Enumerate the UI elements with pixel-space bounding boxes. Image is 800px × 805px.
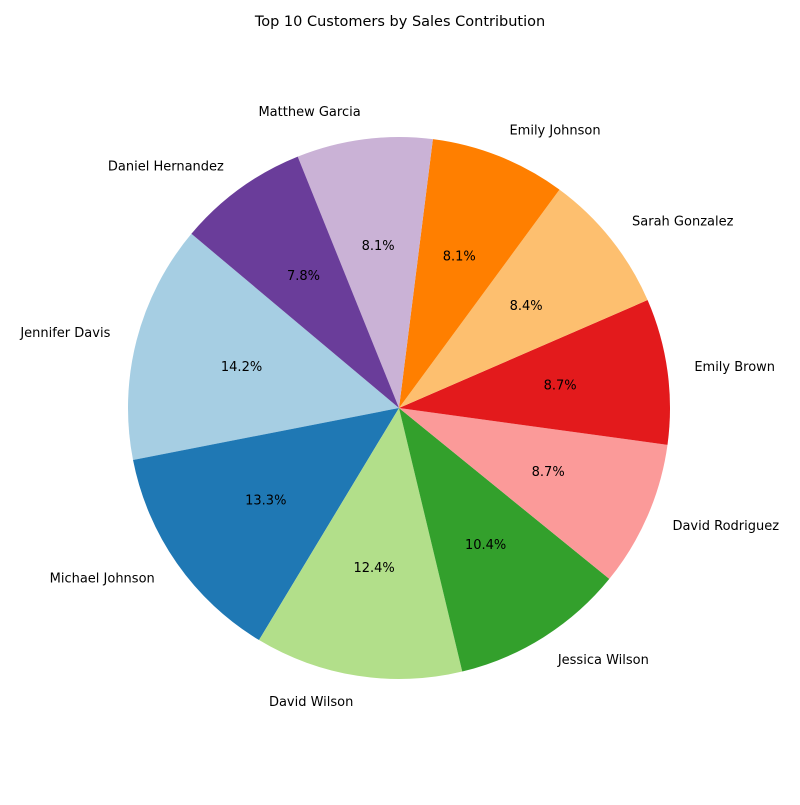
pie-slice-david-rodriguez — [399, 408, 668, 579]
slice-label-emily-brown: Emily Brown — [694, 360, 775, 375]
pie-slice-daniel-hernandez — [191, 156, 399, 408]
slice-label-daniel-hernandez: Daniel Hernandez — [108, 159, 224, 174]
pie-slice-michael-johnson — [133, 408, 399, 641]
pie-slice-matthew-garcia — [297, 137, 433, 408]
slice-label-david-rodriguez: David Rodriguez — [672, 519, 779, 534]
pie-labels: Jennifer Davis Michael Johnson David Wilso… — [19, 105, 779, 710]
pie-slice-emily-johnson — [399, 139, 560, 408]
pie-slices — [128, 137, 671, 679]
slice-percent-jennifer-davis: 14.2% — [221, 360, 262, 375]
slice-label-sarah-gonzalez: Sarah Gonzalez — [632, 215, 734, 230]
pie-slice-jessica-wilson — [399, 408, 610, 672]
slice-label-jennifer-davis: Jennifer Davis — [19, 326, 110, 341]
pie-percent-labels: 14.2% 13.3% 12.4% 10.4% 8.7% 8.7% 8.4% 8.1% 8.1%… — [221, 239, 577, 576]
slice-percent-emily-johnson: 8.1% — [443, 249, 476, 264]
slice-percent-matthew-garcia: 8.1% — [362, 239, 395, 254]
pie-slice-david-wilson — [259, 408, 463, 679]
slice-label-david-wilson: David Wilson — [269, 695, 353, 710]
slice-label-matthew-garcia: Matthew Garcia — [258, 105, 360, 120]
slice-label-emily-johnson: Emily Johnson — [509, 124, 600, 139]
slice-percent-sarah-gonzalez: 8.4% — [510, 299, 543, 314]
pie-slice-sarah-gonzalez — [399, 189, 648, 408]
slice-percent-jessica-wilson: 10.4% — [465, 538, 506, 553]
chart-title: Top 10 Customers by Sales Contribution — [254, 14, 545, 30]
pie-slice-emily-brown — [399, 300, 671, 445]
slice-percent-daniel-hernandez: 7.8% — [287, 269, 320, 284]
slice-label-jessica-wilson: Jessica Wilson — [557, 653, 649, 668]
slice-percent-emily-brown: 8.7% — [544, 378, 577, 393]
pie-slice-jennifer-davis — [128, 233, 400, 461]
slice-percent-david-rodriguez: 8.7% — [532, 465, 565, 480]
slice-percent-david-wilson: 12.4% — [353, 561, 394, 576]
slice-percent-michael-johnson: 13.3% — [245, 494, 286, 509]
slice-label-michael-johnson: Michael Johnson — [50, 571, 155, 586]
